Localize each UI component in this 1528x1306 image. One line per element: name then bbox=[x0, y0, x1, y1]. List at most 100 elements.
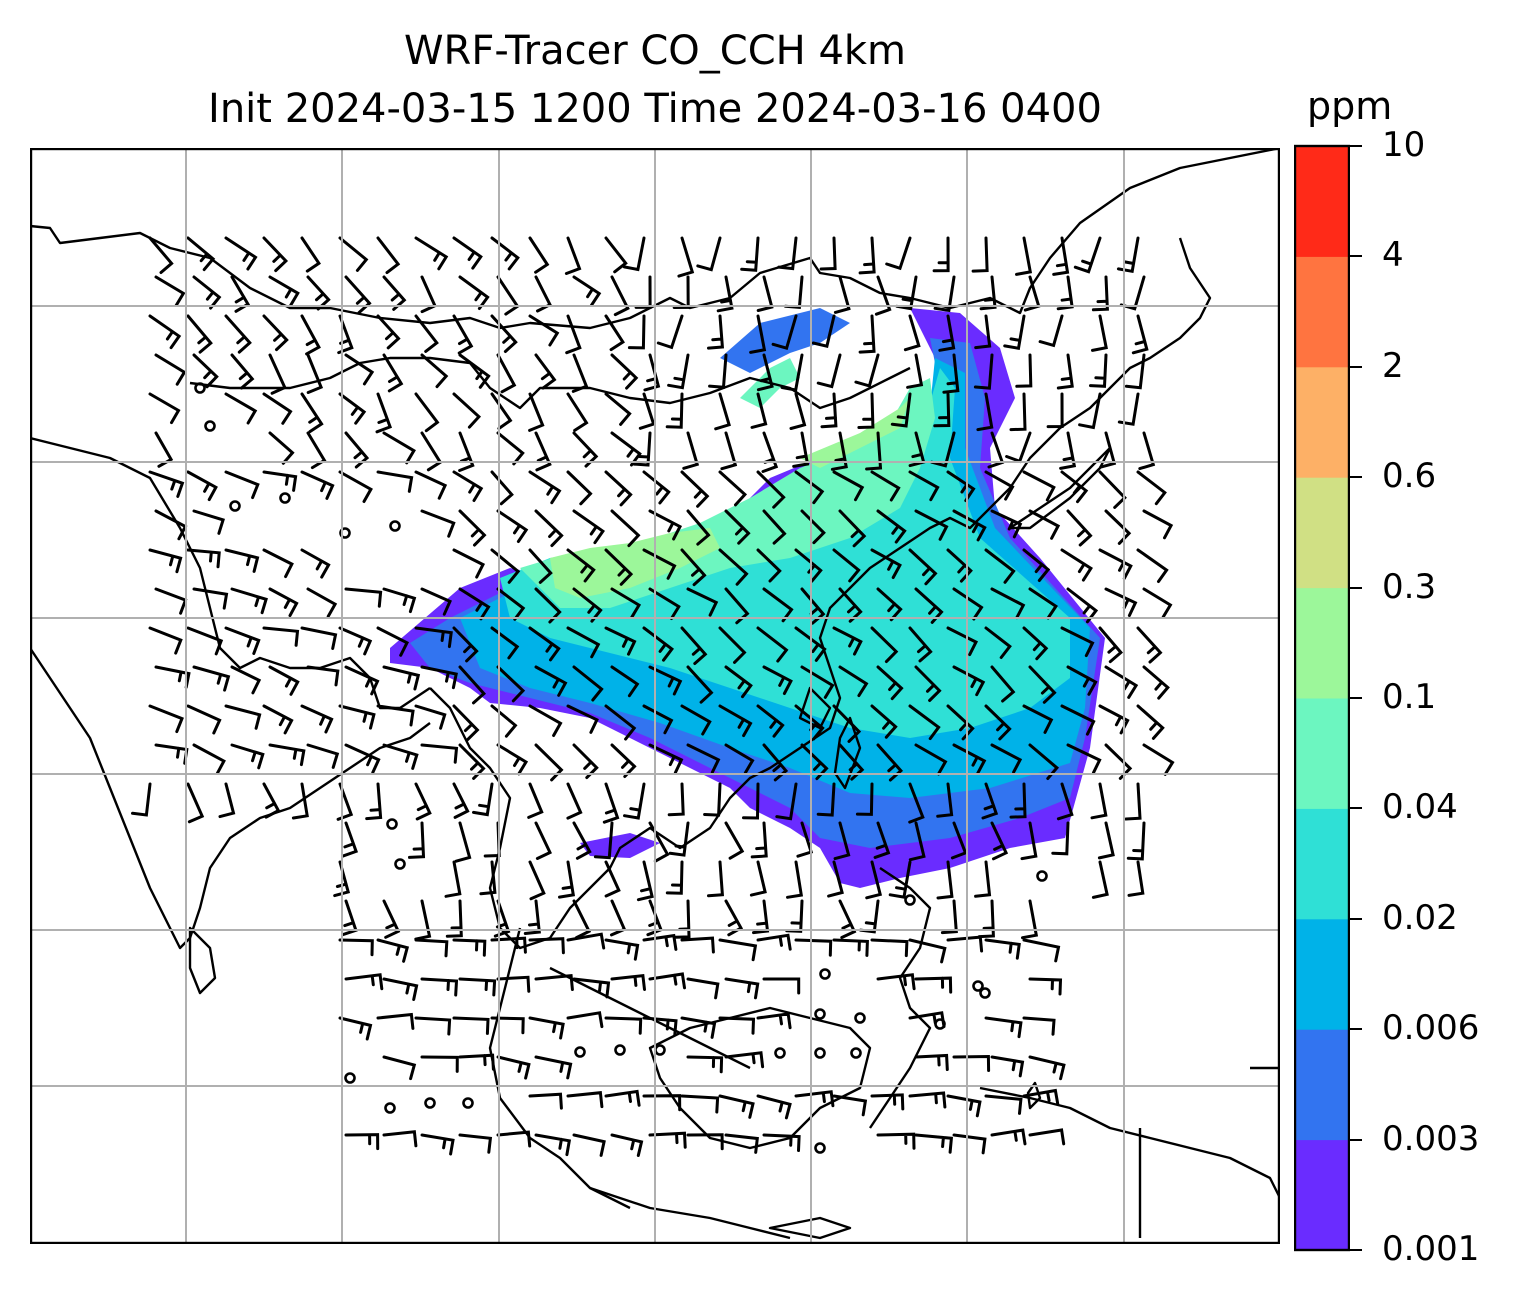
wind-barb bbox=[224, 626, 261, 655]
wind-barb bbox=[300, 548, 331, 579]
wind-barb bbox=[344, 973, 384, 991]
wind-barb bbox=[1003, 314, 1026, 351]
wind-barb bbox=[262, 704, 294, 735]
wind-barb bbox=[490, 314, 518, 353]
wind-barb bbox=[472, 782, 494, 817]
wind-barb bbox=[940, 899, 958, 935]
wind-barb bbox=[1098, 626, 1124, 664]
wind-barb bbox=[914, 665, 942, 702]
wind-barb bbox=[610, 509, 641, 548]
wind-barb bbox=[665, 860, 684, 895]
wind-barb bbox=[1099, 431, 1117, 469]
wind-barb bbox=[420, 1133, 455, 1156]
wind-barb bbox=[572, 977, 611, 999]
wind-barb bbox=[908, 821, 926, 862]
wind-barb bbox=[952, 743, 987, 775]
wind-barb bbox=[832, 938, 869, 957]
wind-barb bbox=[974, 314, 992, 350]
wind-barb bbox=[306, 353, 324, 394]
coastlines bbox=[30, 148, 1280, 1240]
wind-barb bbox=[724, 665, 753, 699]
wind-barb bbox=[1009, 782, 1027, 819]
wind-barb bbox=[610, 973, 646, 991]
wind-barb bbox=[906, 353, 924, 389]
wind-barb bbox=[777, 236, 798, 271]
wind-barb bbox=[792, 431, 810, 468]
wind-barb bbox=[1117, 392, 1140, 426]
wind-barb bbox=[673, 899, 691, 939]
wind-barb bbox=[1124, 782, 1142, 821]
wind-barb bbox=[680, 1016, 717, 1039]
wind-barb bbox=[564, 236, 582, 275]
wind-barb bbox=[458, 509, 487, 547]
wind-barb bbox=[1015, 353, 1033, 388]
wind-barb bbox=[642, 704, 674, 735]
wind-barb bbox=[1051, 821, 1070, 856]
wind-barb bbox=[984, 626, 1012, 659]
wind-barb bbox=[1104, 587, 1138, 617]
wind-barb bbox=[718, 704, 753, 738]
calm-wind-marker bbox=[424, 1097, 436, 1109]
wind-barb bbox=[686, 665, 714, 704]
wind-barb bbox=[870, 938, 909, 958]
wind-barb bbox=[865, 860, 883, 900]
wind-barb bbox=[528, 937, 565, 955]
colorbar-tick bbox=[1350, 476, 1362, 479]
wind-barb bbox=[262, 548, 294, 579]
wind-barb bbox=[604, 1089, 641, 1107]
colorbar-tick-label: 0.3 bbox=[1382, 566, 1437, 607]
colorbar-tick-label: 0.02 bbox=[1382, 897, 1458, 938]
calm-wind-marker bbox=[814, 1008, 826, 1020]
wind-barb bbox=[1091, 275, 1109, 312]
wind-barb bbox=[458, 743, 486, 780]
wind-barb bbox=[420, 1055, 459, 1073]
wind-barb bbox=[490, 1016, 525, 1035]
wind-barb bbox=[148, 626, 183, 655]
wind-barb bbox=[720, 431, 738, 471]
calm-wind-marker bbox=[1036, 870, 1048, 882]
wind-barb bbox=[832, 470, 865, 502]
wind-barb bbox=[306, 275, 331, 311]
wind-barb bbox=[192, 743, 226, 775]
map-frame bbox=[30, 148, 1280, 1244]
wind-barb bbox=[224, 236, 258, 271]
wind-barb bbox=[1022, 626, 1049, 661]
wind-barb bbox=[942, 353, 960, 394]
wind-barb bbox=[946, 1094, 982, 1118]
wind-barb bbox=[870, 704, 898, 739]
wind-barb bbox=[1142, 587, 1173, 619]
wind-barb bbox=[981, 782, 999, 820]
wind-barb bbox=[558, 860, 576, 899]
wind-barb bbox=[572, 665, 604, 702]
wind-barb bbox=[420, 509, 456, 538]
wind-barb bbox=[890, 392, 912, 428]
wind-barb bbox=[936, 782, 954, 818]
wind-barb bbox=[1060, 704, 1096, 736]
wind-barb bbox=[300, 392, 324, 434]
calm-wind-marker bbox=[339, 527, 351, 539]
wind-barb bbox=[336, 782, 354, 821]
wind-barb bbox=[952, 1054, 991, 1072]
wind-barb bbox=[300, 704, 334, 734]
wind-barb bbox=[632, 431, 652, 467]
wind-barb bbox=[344, 587, 383, 608]
wind-barb bbox=[771, 314, 798, 351]
wind-barb bbox=[1028, 1128, 1066, 1146]
calm-wind-marker bbox=[279, 492, 291, 504]
colorbar-segment bbox=[1294, 587, 1350, 699]
wind-barb bbox=[154, 275, 186, 307]
wind-barb bbox=[908, 938, 947, 964]
wind-barb bbox=[680, 548, 707, 587]
wind-barb bbox=[800, 509, 826, 545]
wind-barb bbox=[566, 782, 583, 820]
wind-barb bbox=[452, 626, 479, 663]
wind-barb bbox=[604, 392, 632, 426]
wind-barb bbox=[452, 392, 482, 429]
wind-barb bbox=[1060, 548, 1093, 582]
wind-barb bbox=[534, 1133, 572, 1157]
wind-barb bbox=[1009, 392, 1027, 432]
wind-barb bbox=[496, 743, 529, 776]
wind-barb bbox=[344, 665, 380, 696]
wind-barb bbox=[876, 509, 907, 544]
wind-barb bbox=[976, 392, 994, 432]
